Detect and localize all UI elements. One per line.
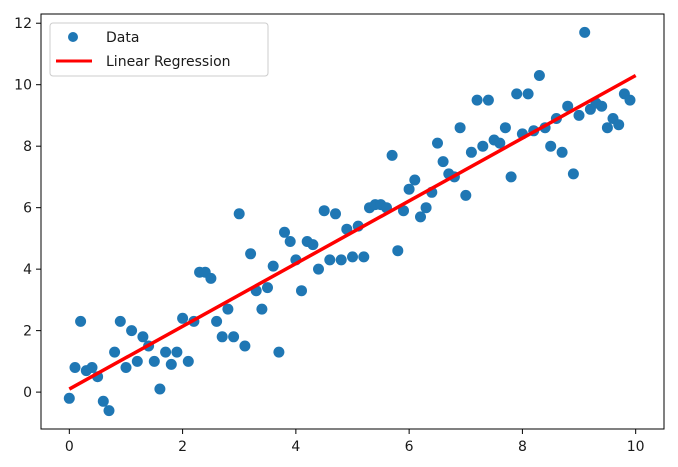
legend-label-data: Data bbox=[106, 30, 139, 46]
data-point bbox=[109, 346, 121, 358]
data-point bbox=[522, 88, 534, 100]
data-point bbox=[148, 355, 160, 367]
y-tick-label: 12 bbox=[14, 16, 32, 32]
x-tick-label: 4 bbox=[291, 439, 300, 455]
legend-box bbox=[49, 22, 269, 77]
x-tick-label: 6 bbox=[405, 439, 414, 455]
legend-data-marker bbox=[68, 32, 78, 42]
data-point bbox=[454, 122, 466, 134]
data-point bbox=[482, 94, 494, 106]
data-point bbox=[256, 303, 268, 315]
data-point bbox=[415, 211, 426, 223]
data-point bbox=[347, 251, 358, 263]
data-point bbox=[296, 285, 307, 297]
data-point bbox=[177, 312, 189, 324]
data-point bbox=[228, 331, 240, 343]
data-point bbox=[545, 140, 557, 152]
x-tick-label: 8 bbox=[518, 439, 527, 455]
data-point bbox=[160, 346, 172, 358]
data-point bbox=[165, 358, 177, 370]
data-point bbox=[420, 202, 432, 214]
data-point bbox=[330, 208, 341, 220]
data-point bbox=[262, 282, 273, 294]
y-tick-label: 6 bbox=[23, 201, 32, 217]
data-point bbox=[75, 315, 87, 327]
data-point bbox=[154, 383, 166, 395]
y-tick-label: 4 bbox=[23, 262, 32, 278]
data-point bbox=[624, 94, 636, 106]
data-point bbox=[63, 392, 75, 404]
data-point bbox=[273, 346, 285, 358]
data-point bbox=[86, 362, 98, 373]
data-point bbox=[205, 272, 217, 284]
data-point bbox=[432, 137, 443, 149]
data-point bbox=[392, 245, 404, 257]
data-point bbox=[556, 146, 568, 158]
data-point bbox=[69, 362, 81, 373]
data-point bbox=[284, 236, 296, 247]
data-point bbox=[216, 331, 228, 343]
plot-frame bbox=[40, 13, 665, 430]
data-point bbox=[386, 149, 398, 161]
data-point bbox=[613, 119, 625, 131]
data-point bbox=[511, 88, 523, 100]
data-point bbox=[437, 156, 449, 168]
scatter-points bbox=[63, 26, 636, 417]
data-point bbox=[460, 189, 472, 201]
data-point bbox=[239, 340, 251, 352]
legend-label-regression: Linear Regression bbox=[106, 54, 231, 70]
data-point bbox=[182, 355, 194, 367]
data-point bbox=[601, 122, 613, 134]
data-point bbox=[596, 100, 608, 112]
y-tick-label: 10 bbox=[14, 78, 32, 94]
data-point bbox=[318, 205, 330, 217]
data-point bbox=[222, 303, 234, 315]
data-point bbox=[465, 146, 477, 158]
data-point bbox=[533, 70, 545, 81]
data-point bbox=[171, 346, 183, 358]
x-tick-label: 0 bbox=[65, 439, 74, 455]
x-axis-ticks: 0 2 4 6 8 10 bbox=[65, 429, 645, 455]
y-tick-label: 8 bbox=[23, 139, 32, 155]
data-point bbox=[103, 405, 115, 417]
data-point bbox=[562, 100, 574, 112]
data-point bbox=[567, 168, 579, 180]
data-point bbox=[398, 205, 409, 217]
data-point bbox=[409, 174, 421, 186]
data-point bbox=[494, 137, 506, 149]
regression-line-layer bbox=[68, 73, 637, 391]
data-point bbox=[505, 171, 517, 183]
data-point bbox=[579, 26, 591, 38]
data-point bbox=[499, 122, 511, 134]
data-point bbox=[335, 254, 347, 266]
y-axis-ticks: 0 2 4 6 8 10 12 bbox=[14, 16, 41, 401]
y-tick-label: 0 bbox=[23, 385, 32, 401]
data-point bbox=[403, 183, 415, 195]
data-point bbox=[126, 325, 138, 337]
data-point bbox=[267, 260, 279, 272]
data-point bbox=[233, 208, 245, 220]
data-point bbox=[358, 251, 370, 263]
data-point bbox=[97, 395, 109, 407]
data-point bbox=[137, 331, 149, 343]
data-point bbox=[471, 94, 483, 106]
data-point bbox=[313, 263, 324, 275]
data-point bbox=[573, 109, 585, 121]
legend: Data Linear Regression bbox=[49, 22, 269, 77]
x-tick-label: 2 bbox=[178, 439, 187, 455]
data-point bbox=[120, 362, 132, 373]
data-point bbox=[114, 315, 126, 327]
data-point bbox=[211, 315, 223, 327]
data-point bbox=[324, 254, 336, 266]
y-tick-label: 2 bbox=[23, 324, 32, 340]
data-point bbox=[307, 239, 319, 251]
regression-line bbox=[68, 73, 637, 391]
data-point bbox=[279, 226, 290, 238]
data-point bbox=[477, 140, 489, 152]
data-point bbox=[245, 248, 257, 260]
x-tick-label: 10 bbox=[627, 439, 645, 455]
data-point bbox=[131, 355, 143, 367]
